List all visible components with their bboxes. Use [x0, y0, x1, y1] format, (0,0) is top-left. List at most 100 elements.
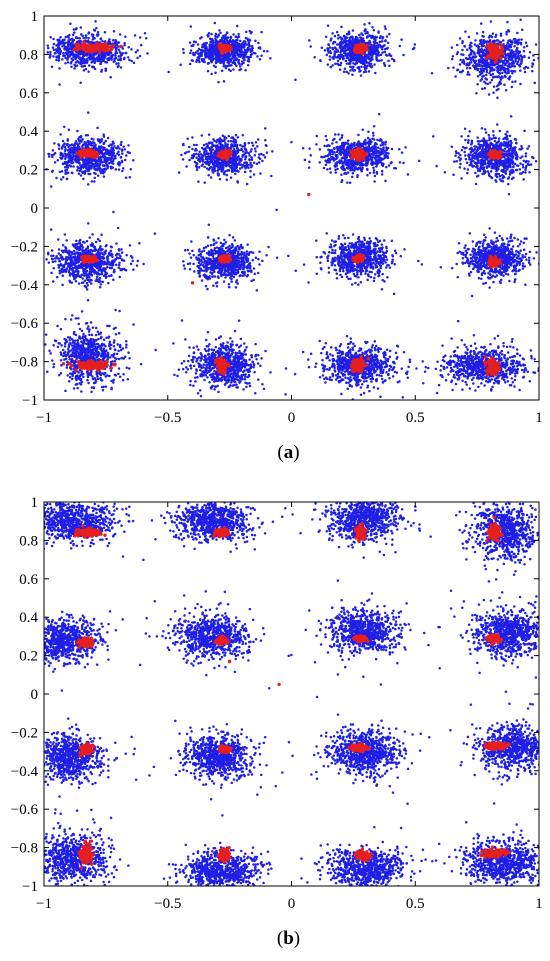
scatter-point [63, 38, 66, 42]
scatter-point [366, 30, 369, 34]
scatter-point [94, 172, 97, 176]
scatter-point [103, 160, 107, 164]
scatter-point [234, 172, 237, 175]
scatter-point [248, 154, 251, 157]
scatter-point [378, 139, 381, 142]
scatter-point [483, 87, 487, 90]
scatter-point [235, 57, 238, 60]
scatter-point [346, 139, 350, 142]
scatter-point [413, 43, 417, 46]
scatter-point [343, 143, 347, 146]
scatter-point [238, 65, 242, 68]
scatter-point [230, 64, 233, 67]
scatter-point [256, 138, 260, 141]
scatter-point [203, 181, 206, 184]
scatter-point [464, 56, 468, 60]
scatter-point [213, 152, 217, 156]
scatter-point [69, 150, 73, 154]
scatter-point [71, 33, 75, 37]
scatter-point [69, 42, 73, 45]
scatter-point [540, 156, 543, 159]
scatter-point [238, 45, 242, 49]
scatter-point [67, 128, 71, 132]
scatter-point [57, 59, 61, 62]
scatter-point [342, 70, 346, 74]
scatter-point [507, 68, 510, 72]
scatter-point [56, 38, 59, 42]
scatter-point [37, 154, 40, 157]
scatter-point [185, 165, 188, 168]
scatter-point [518, 51, 521, 54]
scatter-point [92, 55, 95, 59]
scatter-point [494, 35, 497, 39]
scatter-point [218, 147, 222, 150]
scatter-point [522, 178, 525, 181]
scatter-point [213, 167, 216, 170]
scatter-point [333, 50, 337, 54]
scatter-point [186, 137, 189, 140]
scatter-point [203, 43, 206, 46]
scatter-point [371, 52, 374, 55]
scatter-point [258, 46, 262, 49]
scatter-point [78, 49, 81, 53]
scatter-point [46, 50, 49, 54]
scatter-point [451, 55, 455, 58]
scatter-point [233, 58, 236, 61]
scatter-point [191, 44, 195, 47]
scatter-point [257, 161, 261, 164]
scatter-point [381, 141, 384, 145]
scatter-point [371, 47, 375, 50]
scatter-point [120, 149, 124, 152]
scatter-point [88, 53, 92, 56]
scatter-point [393, 166, 396, 170]
scatter-point [518, 65, 522, 68]
scatter-point [207, 173, 210, 177]
scatter-point [195, 168, 199, 172]
scatter-point [388, 54, 391, 57]
scatter-point [68, 33, 71, 37]
scatter-point [40, 58, 43, 61]
scatter-point [199, 54, 203, 57]
scatter-point [509, 65, 513, 68]
scatter-point [34, 38, 37, 41]
scatter-point [381, 47, 384, 51]
scatter-point [489, 20, 493, 23]
scatter-point [374, 141, 377, 145]
scatter-point [66, 51, 69, 55]
scatter-point [482, 74, 486, 78]
scatter-point [192, 143, 196, 147]
scatter-point [64, 62, 67, 65]
scatter-point [473, 43, 477, 46]
scatter-point [55, 176, 58, 180]
scatter-point [388, 64, 391, 68]
scatter-point [341, 167, 344, 171]
scatter-point [464, 154, 467, 157]
scatter-point [63, 48, 67, 51]
scatter-point [351, 57, 354, 60]
scatter-point [241, 155, 244, 158]
scatter-point [369, 59, 372, 63]
scatter-point [385, 148, 388, 151]
scatter-point [339, 41, 342, 44]
scatter-point [308, 160, 311, 163]
scatter-point [508, 62, 511, 66]
scatter-point [91, 38, 95, 41]
scatter-point [358, 70, 361, 73]
scatter-point [198, 150, 201, 153]
scatter-point [108, 40, 112, 44]
scatter-point [239, 143, 242, 147]
scatter-point [123, 158, 127, 162]
scatter-point [58, 52, 62, 56]
scatter-point [254, 52, 257, 55]
scatter-point [499, 32, 503, 36]
scatter-point [483, 80, 486, 84]
scatter-point [119, 143, 123, 146]
scatter-point [104, 69, 107, 72]
scatter-point [242, 44, 246, 47]
scatter-point [264, 139, 267, 142]
scatter-point [342, 156, 345, 160]
scatter-point [486, 82, 490, 86]
scatter-point [63, 41, 67, 45]
scatter-point [63, 145, 67, 149]
scatter-point [247, 41, 251, 44]
